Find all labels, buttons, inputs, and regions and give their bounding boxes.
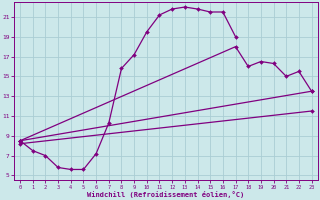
X-axis label: Windchill (Refroidissement éolien,°C): Windchill (Refroidissement éolien,°C) [87, 191, 244, 198]
